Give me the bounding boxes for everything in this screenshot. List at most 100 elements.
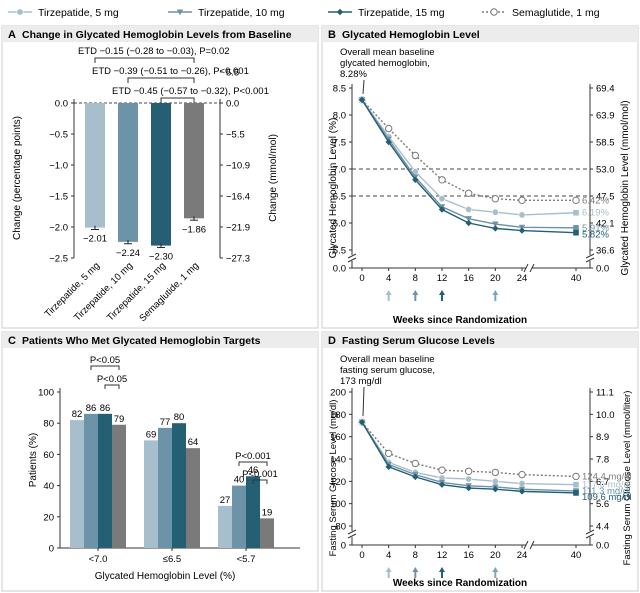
axis-break — [347, 529, 357, 535]
y-tick-right-label: 36.6 — [596, 246, 615, 257]
bar-value-label: 77 — [160, 417, 171, 428]
bar-value-label: 19 — [262, 507, 273, 518]
data-point-tirz5 — [518, 480, 526, 488]
y-tick-right-label: 0.0 — [226, 99, 239, 110]
data-point-tirz5 — [518, 211, 526, 219]
bar-tirz10 — [84, 413, 98, 548]
week-arrow-icon — [385, 290, 392, 301]
x-axis-break-gap — [526, 265, 532, 271]
data-point-tirz15 — [438, 481, 446, 488]
panel-d-title: Fasting Serum Glucose Levels — [342, 335, 495, 347]
panel-a-title: Change in Glycated Hemoglobin Levels fro… — [22, 29, 292, 41]
panel-d-xlabel: Weeks since Randomization — [393, 578, 527, 589]
category-label: <5.7 — [237, 554, 256, 565]
data-point-tirz15 — [518, 488, 526, 495]
bar-value-label: 69 — [146, 429, 157, 440]
y-tick-right-label: 5.5 — [226, 68, 239, 79]
axis-break — [347, 257, 357, 263]
panel-d: D Fasting Serum Glucose Levels Overall m… — [321, 331, 639, 592]
data-point-tirz15 — [412, 176, 419, 183]
legend-label-tirz15: Tirzepatide, 15 mg — [358, 7, 445, 19]
bar-tirz5 — [218, 505, 232, 548]
bar-sema1 — [260, 518, 274, 548]
data-point-sema1 — [411, 151, 420, 160]
p-bracket — [238, 461, 268, 466]
y-tick-label: 100 — [330, 499, 346, 510]
baseline-pointer — [362, 386, 365, 417]
data-point-sema1 — [464, 467, 473, 475]
bar-sema1 — [184, 103, 204, 219]
panel-b-ylabel-right: Glycated Hemoglobin Level (mmol/mol) — [620, 100, 631, 275]
y-tick-label: −0.5 — [49, 130, 68, 141]
series-end-label-tirz5: 117.0 mg/dl — [582, 480, 631, 491]
data-point-tirz15 — [492, 485, 499, 493]
panel-a: A Change in Glycated Hemoglobin Levels f… — [1, 25, 319, 329]
y-tick-right-label: 0.0 — [596, 264, 609, 275]
panel-d-header — [322, 332, 638, 348]
y-tick-label: 200 — [330, 388, 346, 399]
series-end-label-tirz10: 111.3 mg/dl — [582, 486, 630, 497]
series-end-label-tirz10: 5.91% — [582, 223, 609, 234]
axis-break-gap — [348, 531, 356, 537]
panel-b-letter: B — [328, 29, 336, 41]
panel-a-ylabel-right: Change (mmol/mol) — [268, 134, 279, 222]
y-tick-right-label: −27.3 — [226, 254, 250, 265]
x-tick-label: 0 — [359, 550, 364, 561]
bar-tirz10 — [158, 427, 172, 548]
axis-break — [347, 533, 357, 539]
legend-marker-tirz10 — [176, 9, 184, 16]
panel-b-ylabel: Glycated Hemoglobin Level (%) — [328, 118, 339, 259]
data-point-sema1 — [411, 459, 420, 468]
series-end-label-sema1: 6.42% — [582, 195, 609, 206]
bar-tirz10 — [232, 485, 246, 548]
x-tick-label: 4 — [386, 550, 391, 561]
legend-marker-tirz15 — [336, 8, 344, 16]
data-point-tirz5 — [573, 481, 579, 488]
x-tick-label: 24 — [517, 550, 528, 561]
data-point-tirz10 — [492, 221, 499, 228]
y-tick-label: 6.5 — [333, 192, 346, 203]
y-tick-right-label: −10.9 — [226, 161, 250, 172]
y-tick-right-label: 58.5 — [596, 138, 615, 149]
data-point-sema1 — [491, 195, 500, 203]
series-line-tirz15 — [361, 99, 577, 234]
legend-label-tirz5: Tirzepatide, 5 mg — [38, 7, 119, 19]
x-tick-label: 0 — [359, 273, 364, 284]
bar-value-label: 86 — [86, 403, 97, 414]
y-tick-right-label: 53.0 — [596, 165, 615, 176]
panel-b-baseline-note-line2: glycated hemoglobin, — [340, 58, 430, 69]
y-tick-label: 7.5 — [333, 138, 346, 149]
data-point-tirz5 — [573, 209, 579, 216]
bar-value-label: 64 — [188, 437, 199, 448]
y-tick-label: 120 — [330, 477, 346, 488]
panel-c: C Patients Who Met Glycated Hemoglobin T… — [1, 331, 319, 592]
bar-sema1 — [186, 448, 200, 548]
panel-a-header — [2, 26, 318, 42]
y-tick-label: 60 — [43, 450, 54, 461]
bar-value-label: 82 — [72, 409, 83, 420]
data-point-tirz5 — [491, 208, 499, 216]
panel-b-plot: 5.5 36.6 6.0 42.1 6.5 47.5 7.0 53.0 7.5 58.5 8.0 63… — [333, 79, 615, 301]
data-point-sema1 — [384, 449, 393, 458]
p-bracket — [252, 479, 268, 484]
legend-label-tirz10: Tirzepatide, 10 mg — [198, 7, 285, 19]
data-point-tirz15 — [412, 473, 419, 481]
data-point-tirz5 — [438, 195, 446, 203]
week-arrow-icon — [492, 567, 499, 578]
axis-break — [347, 253, 357, 259]
week-arrow-icon — [412, 290, 419, 301]
y-tick-right-label: 69.4 — [596, 84, 615, 95]
bar-value-label: −2.24 — [116, 248, 140, 259]
p-value-label: P<0.05 — [97, 374, 127, 385]
bar-value-label: −2.01 — [83, 234, 107, 245]
p-value-label: P<0.001 — [242, 469, 278, 480]
y-tick-right-label: 4.4 — [596, 522, 609, 533]
x-tick-label: 20 — [490, 273, 501, 284]
y-tick-right-label: 6.7 — [596, 477, 609, 488]
p-bracket — [104, 384, 120, 389]
y-tick-right-label: 63.9 — [596, 111, 615, 122]
y-tick-right-label: −21.9 — [226, 223, 250, 234]
bar-value-label: 79 — [114, 414, 125, 425]
p-value-label: P<0.001 — [235, 451, 271, 462]
